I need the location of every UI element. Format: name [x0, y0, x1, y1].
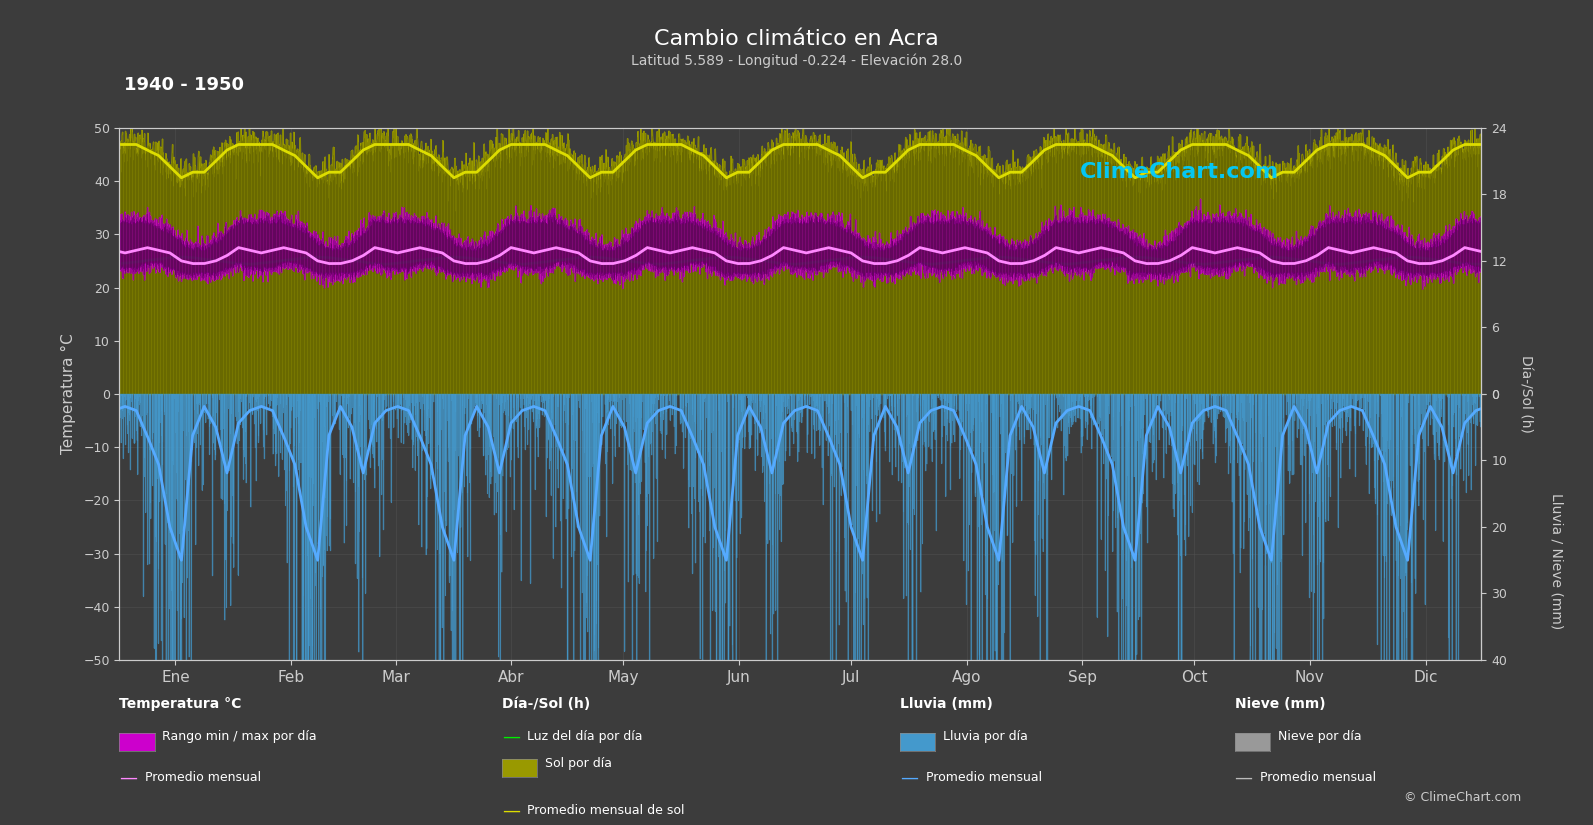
Y-axis label: Día-/Sol (h): Día-/Sol (h): [1518, 355, 1532, 433]
Text: ClimeChart.com: ClimeChart.com: [1080, 163, 1279, 182]
Text: —: —: [900, 769, 918, 787]
Text: —: —: [119, 769, 137, 787]
Text: Luz del día por día: Luz del día por día: [527, 730, 644, 743]
Text: Promedio mensual de sol: Promedio mensual de sol: [527, 804, 685, 818]
Text: 1940 - 1950: 1940 - 1950: [124, 76, 244, 94]
Text: Lluvia (mm): Lluvia (mm): [900, 697, 992, 711]
Text: Lluvia / Nieve (mm): Lluvia / Nieve (mm): [1550, 493, 1563, 629]
Text: Nieve (mm): Nieve (mm): [1235, 697, 1325, 711]
Text: Día-/Sol (h): Día-/Sol (h): [502, 697, 589, 711]
Text: Lluvia por día: Lluvia por día: [943, 730, 1027, 743]
Text: Promedio mensual: Promedio mensual: [926, 771, 1042, 785]
Text: Cambio climático en Acra: Cambio climático en Acra: [655, 29, 938, 49]
Text: Latitud 5.589 - Longitud -0.224 - Elevación 28.0: Latitud 5.589 - Longitud -0.224 - Elevac…: [631, 54, 962, 68]
Text: —: —: [1235, 769, 1252, 787]
Text: Rango min / max por día: Rango min / max por día: [162, 730, 317, 743]
Text: Promedio mensual: Promedio mensual: [1260, 771, 1376, 785]
Text: Promedio mensual: Promedio mensual: [145, 771, 261, 785]
Text: —: —: [502, 802, 519, 820]
Text: Sol por día: Sol por día: [545, 757, 612, 770]
Y-axis label: Temperatura °C: Temperatura °C: [61, 333, 76, 455]
Text: —: —: [502, 728, 519, 746]
Text: Temperatura °C: Temperatura °C: [119, 697, 242, 711]
Text: Nieve por día: Nieve por día: [1278, 730, 1360, 743]
Text: © ClimeChart.com: © ClimeChart.com: [1403, 791, 1521, 804]
